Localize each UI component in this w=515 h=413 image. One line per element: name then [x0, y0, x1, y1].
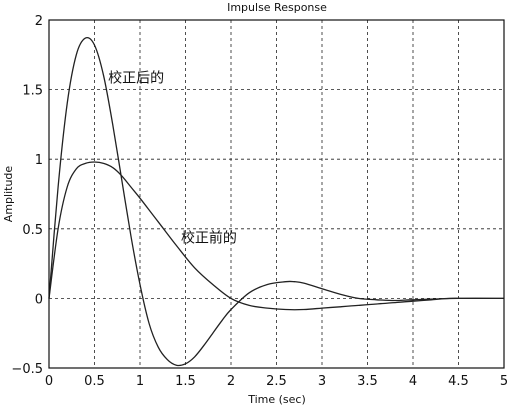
y-tick-label: 1 — [35, 153, 43, 168]
x-axis-label: Time (sec) — [247, 393, 306, 406]
chart-title: Impulse Response — [227, 1, 327, 14]
x-tick-label: 3 — [318, 374, 326, 389]
x-tick-label: 1 — [136, 374, 144, 389]
grid — [49, 20, 504, 368]
y-tick-label: 1.5 — [22, 84, 43, 99]
annotation-corrected: 校正后的 — [108, 70, 164, 87]
y-tick-label: 0 — [35, 292, 43, 307]
x-tick-label: 5 — [500, 374, 508, 389]
x-tick-label: 2.5 — [266, 374, 287, 389]
y-tick-label: 0.5 — [22, 223, 43, 238]
plot-frame — [48, 19, 505, 369]
y-axis-label: Amplitude — [2, 166, 15, 223]
x-tick-label: 4.5 — [448, 374, 469, 389]
y-tick-labels: −0.5 0 0.5 1 1.5 2 — [11, 14, 43, 377]
annotation-uncorrected: 校正前的 — [181, 230, 237, 247]
x-tick-label: 1.5 — [175, 374, 196, 389]
x-tick-labels: 0 0.5 1 1.5 2 2.5 3 3.5 4 4.5 5 — [45, 374, 508, 389]
curves — [48, 36, 505, 367]
x-tick-label: 4 — [409, 374, 417, 389]
series-uncorrected-line — [48, 161, 504, 311]
x-tick-label: 0.5 — [84, 374, 105, 389]
x-tick-label: 2 — [227, 374, 235, 389]
x-tick-label: 0 — [45, 374, 53, 389]
y-tick-label: −0.5 — [11, 362, 43, 377]
series-corrected-line — [48, 36, 505, 367]
y-tick-label: 2 — [35, 14, 43, 29]
x-tick-label: 3.5 — [357, 374, 378, 389]
